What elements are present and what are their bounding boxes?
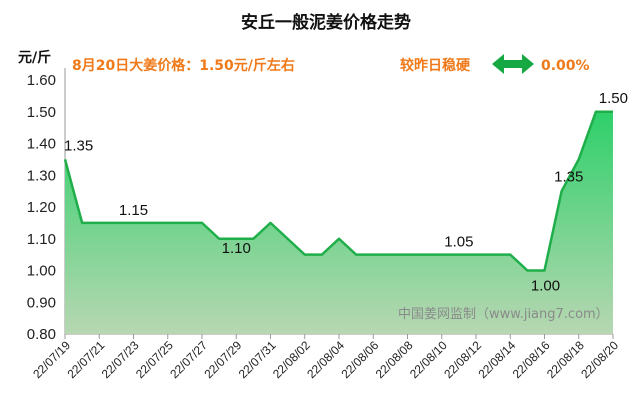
watermark: 中国姜网监制（www.jiang7.com）	[398, 307, 609, 322]
data-labels: 1.35 1.15 1.10 1.05 1.00 1.35 1.50	[64, 90, 628, 295]
y-axis-unit: 元/斤	[18, 49, 51, 66]
double-arrow-icon	[492, 54, 534, 74]
y-tick-label: 1.30	[27, 167, 56, 184]
y-tick-label: 0.90	[27, 294, 56, 311]
data-label: 1.35	[64, 137, 93, 154]
price-area-fill	[65, 111, 613, 334]
price-line	[63, 110, 613, 272]
compare-value: 0.00%	[541, 58, 590, 74]
data-label: 1.00	[531, 278, 560, 295]
x-axis: 22/07/1922/07/2122/07/2322/07/2522/07/27…	[30, 333, 621, 381]
data-label: 1.35	[554, 168, 583, 185]
data-label: 1.05	[444, 234, 473, 251]
data-label: 1.10	[222, 240, 251, 257]
y-tick-label: 1.50	[27, 104, 56, 121]
price-note: 8月20日大姜价格：1.50元/斤左右	[72, 57, 295, 74]
data-label: 1.15	[119, 202, 148, 219]
chart-title: 安丘一般泥姜价格走势	[241, 12, 411, 33]
plot-area	[63, 110, 613, 334]
y-tick-label: 1.60	[27, 72, 56, 89]
x-tick-label: 22/08/20	[578, 338, 621, 381]
y-tick-label: 1.10	[27, 231, 56, 248]
y-axis: 0.80 0.90 1.00 1.10 1.20 1.30 1.40 1.50 1.60	[27, 68, 66, 343]
y-tick-label: 1.20	[27, 199, 56, 216]
y-tick-label: 0.80	[27, 326, 56, 343]
y-tick-label: 1.00	[27, 263, 56, 280]
y-tick-label: 1.40	[27, 136, 56, 153]
compare-label: 较昨日稳硬	[400, 57, 471, 74]
data-label: 1.50	[599, 90, 628, 107]
